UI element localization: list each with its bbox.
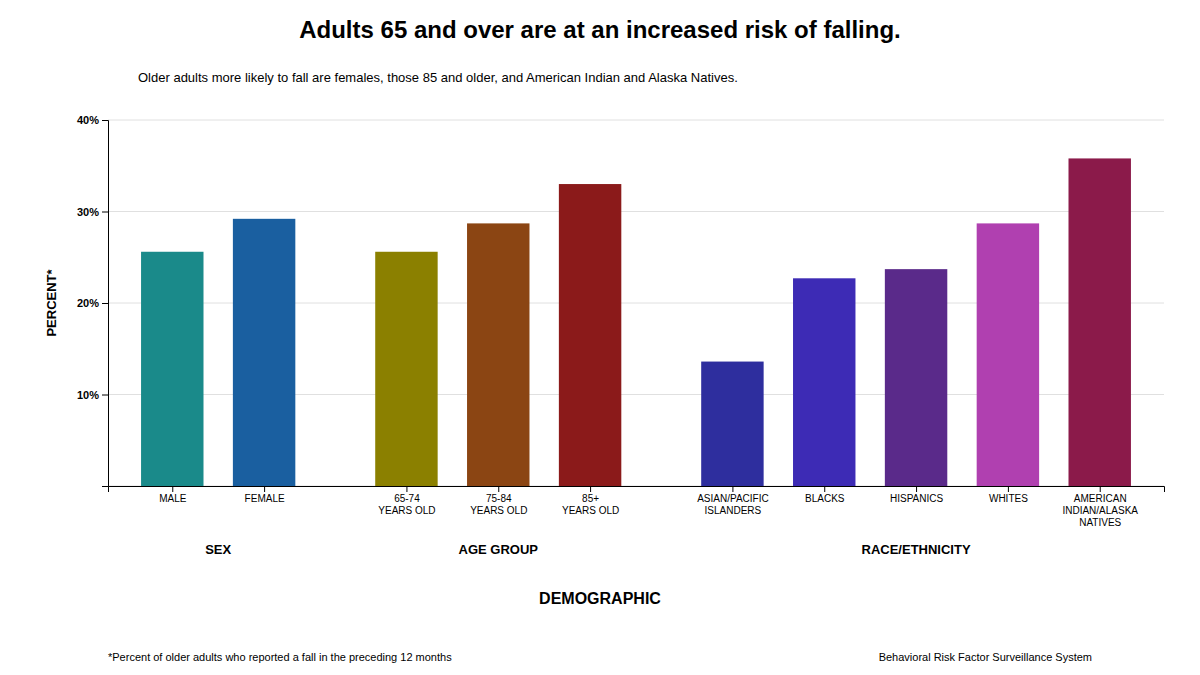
x-tick: ASIAN/PACIFICISLANDERS [697, 486, 769, 516]
x-tick-label: 65-74YEARS OLD [378, 493, 435, 516]
group-label: SEX [205, 542, 231, 557]
x-tick: 75-84YEARS OLD [470, 486, 527, 516]
x-tick-label: AMERICANINDIAN/ALASKANATIVES [1062, 493, 1138, 528]
chart: 10% 20% 30% 40% MALE FEMALE 65-74YEARS OLD 75-8… [0, 0, 1200, 675]
x-axis: MALE FEMALE 65-74YEARS OLD 75-84YEARS OLD 85… [109, 486, 1165, 528]
x-tick-label: MALE [159, 493, 187, 504]
x-tick: BLACKS [805, 486, 845, 504]
x-tick-mark [1008, 486, 1009, 492]
bar [375, 252, 437, 486]
bar [885, 269, 947, 486]
y-axis: 10% 20% 30% 40% [77, 114, 109, 486]
footnote: *Percent of older adults who reported a … [108, 651, 452, 663]
title: Adults 65 and over are at an increased r… [299, 16, 901, 43]
y-tick-mark [102, 212, 108, 213]
y-tick-mark [102, 486, 108, 487]
x-tick-mark [498, 486, 499, 492]
footnote: Behavioral Risk Factor Surveillance Syst… [879, 651, 1092, 663]
bar [793, 278, 855, 486]
x-tick: FEMALE [245, 486, 285, 504]
bar [233, 219, 295, 486]
x-tick-mark [406, 486, 407, 492]
plot: 10% 20% 30% 40% MALE FEMALE 65-74YEARS OLD 75-8… [77, 114, 1165, 528]
y-tick [102, 486, 108, 487]
bar [1069, 158, 1131, 486]
x-tick-label: ASIAN/PACIFICISLANDERS [697, 493, 769, 516]
bar [977, 223, 1039, 486]
y-axis-line [102, 121, 109, 487]
x-tick-mark [172, 486, 173, 492]
x-tick-mark [590, 486, 591, 492]
x-tick-mark [732, 486, 733, 492]
x-tick-label: BLACKS [805, 493, 845, 504]
x-tick: WHITES [989, 486, 1028, 504]
x-tick-label: 75-84YEARS OLD [470, 493, 527, 516]
x-axis-title: DEMOGRAPHIC [539, 590, 661, 607]
y-tick-label: 10% [77, 389, 99, 401]
grid-line [108, 211, 1164, 212]
y-tick-label: 30% [77, 206, 99, 218]
bar [559, 184, 621, 486]
x-tick: 65-74YEARS OLD [378, 486, 435, 516]
subtitle: Older adults more likely to fall are fem… [138, 70, 738, 85]
x-tick-mark [916, 486, 917, 492]
y-tick-mark [102, 395, 108, 396]
x-tick-mark [824, 486, 825, 492]
y-tick-label: 20% [77, 297, 99, 309]
y-tick-mark [102, 120, 108, 121]
y-axis-title: PERCENT* [44, 268, 59, 336]
bar [141, 252, 203, 486]
group-label: AGE GROUP [459, 542, 539, 557]
x-tick-label: HISPANICS [890, 493, 943, 504]
x-tick: 85+YEARS OLD [562, 486, 619, 516]
y-tick-label: 40% [77, 114, 99, 126]
y-tick: 40% [77, 114, 108, 126]
bar [701, 362, 763, 486]
y-tick: 20% [77, 297, 108, 309]
grid [108, 120, 1164, 486]
x-tick: MALE [159, 486, 187, 504]
y-tick: 10% [77, 389, 108, 401]
x-tick-mark [264, 486, 265, 492]
x-tick-label: WHITES [989, 493, 1028, 504]
x-axis-line [109, 487, 1165, 493]
grid-line [108, 120, 1164, 121]
x-tick-mark [1100, 486, 1101, 492]
group-label: RACE/ETHNICITY [862, 542, 971, 557]
y-tick-mark [102, 303, 108, 304]
bar [467, 223, 529, 486]
x-tick-label: 85+YEARS OLD [562, 493, 619, 516]
x-tick-label: FEMALE [245, 493, 285, 504]
y-tick: 30% [77, 206, 108, 218]
bars [141, 158, 1131, 486]
x-tick: AMERICANINDIAN/ALASKANATIVES [1062, 486, 1138, 528]
x-tick: HISPANICS [890, 486, 943, 504]
